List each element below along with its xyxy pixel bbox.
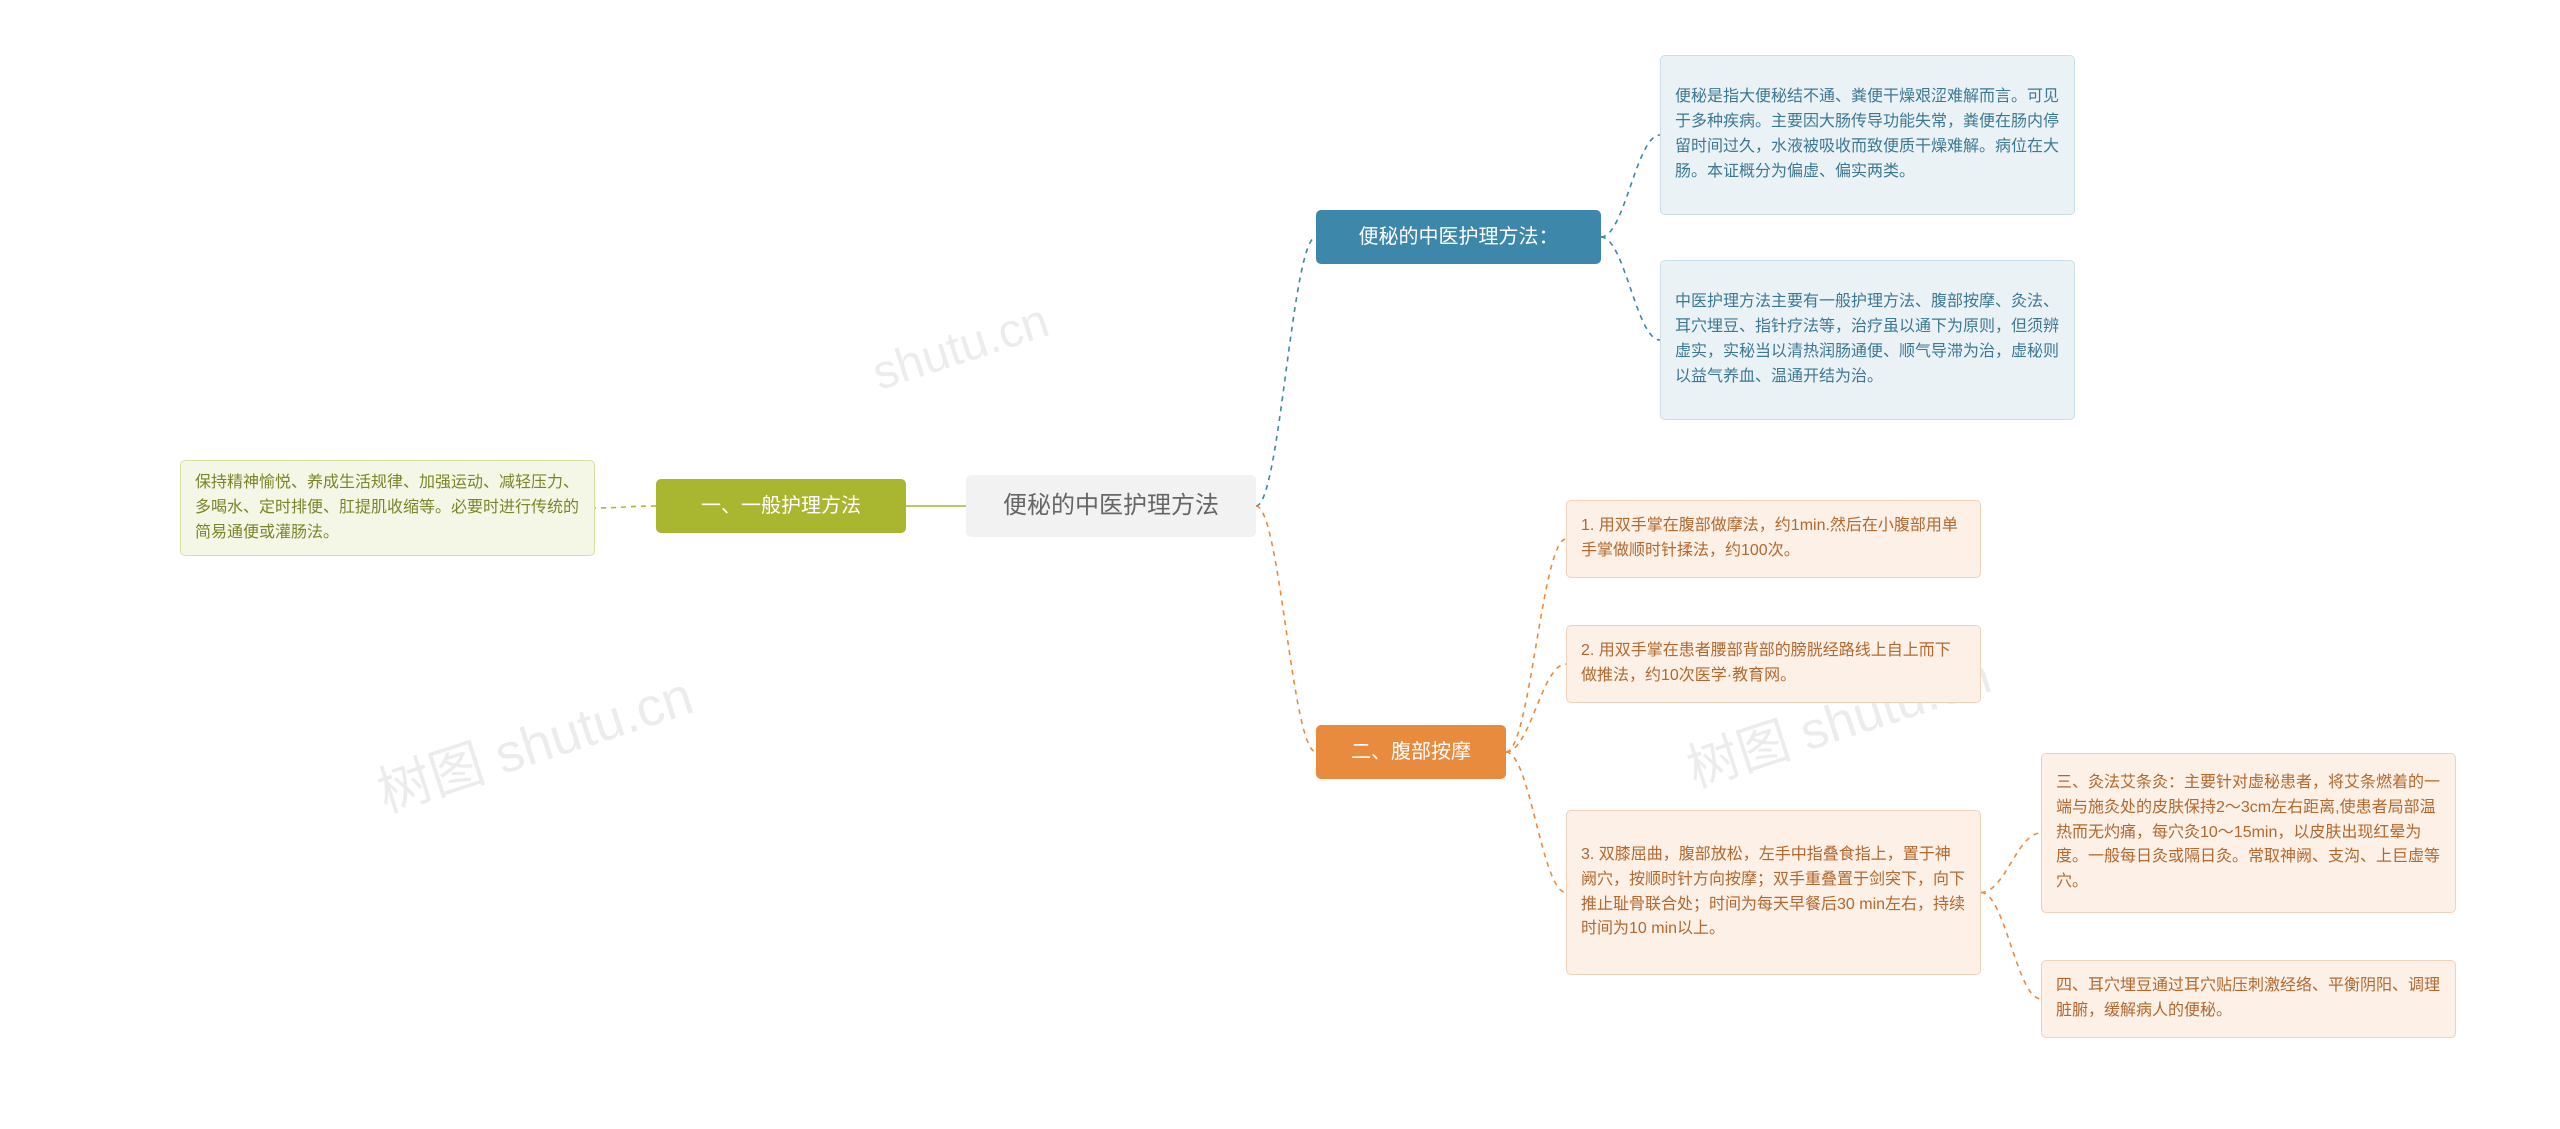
leaf-massage-step1[interactable]: 1. 用双手掌在腹部做摩法，约1min.然后在小腹部用单手掌做顺时针揉法，约10… — [1566, 500, 1981, 578]
leaf-massage-step2[interactable]: 2. 用双手掌在患者腰部背部的膀胱经路线上自上而下做推法，约10次医学·教育网。 — [1566, 625, 1981, 703]
connector — [1981, 893, 2041, 1000]
leaf-text: 2. 用双手掌在患者腰部背部的膀胱经路线上自上而下做推法，约10次医学·教育网。 — [1581, 639, 1966, 689]
connector — [1256, 506, 1316, 752]
connector — [1506, 752, 1566, 893]
connector — [1981, 833, 2041, 893]
leaf-text: 中医护理方法主要有一般护理方法、腹部按摩、灸法、耳穴埋豆、指针疗法等，治疗虽以通… — [1675, 290, 2060, 389]
branch-label: 一、一般护理方法 — [701, 491, 861, 522]
connector — [1601, 135, 1660, 237]
leaf-text: 便秘是指大便秘结不通、粪便干燥艰涩难解而言。可见于多种疾病。主要因大肠传导功能失… — [1675, 85, 2060, 184]
mindmap-canvas: 树图 shutu.cn shutu.cn shutu.cn 树图 shutu.c… — [0, 0, 2560, 1129]
leaf-text: 四、耳穴埋豆通过耳穴贴压刺激经络、平衡阴阳、调理脏腑，缓解病人的便秘。 — [2056, 974, 2441, 1024]
watermark: shutu.cn — [866, 293, 1056, 401]
leaf-tcm-definition[interactable]: 便秘是指大便秘结不通、粪便干燥艰涩难解而言。可见于多种疾病。主要因大肠传导功能失… — [1660, 55, 2075, 215]
leaf-text: 保持精神愉悦、养成生活规律、加强运动、减轻压力、多喝水、定时排便、肛提肌收缩等。… — [195, 471, 580, 545]
branch-label: 二、腹部按摩 — [1351, 737, 1471, 768]
leaf-text: 1. 用双手掌在腹部做摩法，约1min.然后在小腹部用单手掌做顺时针揉法，约10… — [1581, 514, 1966, 564]
leaf-ear-seed[interactable]: 四、耳穴埋豆通过耳穴贴压刺激经络、平衡阴阳、调理脏腑，缓解病人的便秘。 — [2041, 960, 2456, 1038]
leaf-general-care-detail[interactable]: 保持精神愉悦、养成生活规律、加强运动、减轻压力、多喝水、定时排便、肛提肌收缩等。… — [180, 460, 595, 556]
root-label: 便秘的中医护理方法 — [1003, 487, 1219, 524]
connector — [1506, 664, 1566, 752]
branch-label: 便秘的中医护理方法： — [1359, 222, 1559, 253]
connector — [595, 506, 656, 508]
connector — [1506, 539, 1566, 752]
branch-tcm-methods[interactable]: 便秘的中医护理方法： — [1316, 210, 1601, 264]
connector — [1601, 237, 1660, 340]
leaf-massage-step3[interactable]: 3. 双膝屈曲，腹部放松，左手中指叠食指上，置于神阙穴，按顺时针方向按摩；双手重… — [1566, 810, 1981, 975]
leaf-tcm-overview[interactable]: 中医护理方法主要有一般护理方法、腹部按摩、灸法、耳穴埋豆、指针疗法等，治疗虽以通… — [1660, 260, 2075, 420]
branch-abdominal-massage[interactable]: 二、腹部按摩 — [1316, 725, 1506, 779]
branch-general-care[interactable]: 一、一般护理方法 — [656, 479, 906, 533]
leaf-moxibustion[interactable]: 三、灸法艾条灸：主要针对虚秘患者，将艾条燃着的一端与施灸处的皮肤保持2～3cm左… — [2041, 753, 2456, 913]
leaf-text: 3. 双膝屈曲，腹部放松，左手中指叠食指上，置于神阙穴，按顺时针方向按摩；双手重… — [1581, 843, 1966, 942]
watermark: 树图 shutu.cn — [366, 651, 702, 827]
root-node[interactable]: 便秘的中医护理方法 — [966, 475, 1256, 537]
leaf-text: 三、灸法艾条灸：主要针对虚秘患者，将艾条燃着的一端与施灸处的皮肤保持2～3cm左… — [2056, 771, 2441, 895]
connector — [1256, 237, 1316, 506]
